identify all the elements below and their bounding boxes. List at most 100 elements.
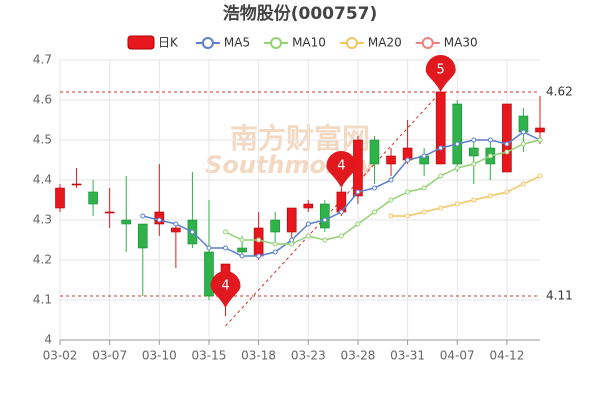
ma-point	[438, 173, 444, 179]
y-tick-label: 4.5	[33, 133, 52, 147]
ma-point	[256, 237, 262, 243]
candle-body	[386, 155, 396, 165]
wave-label: 4	[337, 159, 345, 174]
legend-swatch	[345, 37, 358, 49]
y-tick-label: 4.1	[33, 293, 52, 307]
x-tick-label: 03-18	[241, 349, 276, 363]
ma-point	[371, 185, 377, 191]
ma-point	[388, 197, 394, 203]
x-tick-label: 03-15	[192, 349, 227, 363]
ma-point	[223, 245, 229, 251]
y-tick-label: 4.6	[33, 93, 52, 107]
legend-swatch	[201, 37, 214, 49]
ma-point	[454, 165, 460, 171]
ma-point	[371, 209, 377, 215]
candle-body	[88, 191, 98, 205]
ma-point	[421, 153, 427, 159]
ma-point	[438, 145, 444, 151]
ma-point	[239, 253, 245, 259]
candle-body	[204, 251, 214, 297]
ma-point	[471, 197, 477, 203]
legend-label: MA10	[292, 36, 326, 50]
candle-body	[104, 211, 115, 214]
ma-point	[173, 221, 179, 227]
ma-point	[305, 233, 311, 239]
legend-label: 日K	[158, 36, 179, 50]
ma-point	[405, 213, 411, 219]
ma-point	[355, 189, 361, 195]
wave-label: 4	[221, 279, 229, 294]
y-tick-label: 4.3	[33, 213, 52, 227]
ma-point	[487, 193, 493, 199]
ma-point	[223, 229, 229, 235]
ma-point	[388, 213, 394, 219]
ma-point	[520, 141, 526, 147]
ma-point	[487, 137, 493, 143]
wave-pin	[425, 55, 456, 92]
candle-body	[468, 147, 479, 157]
ma-point	[322, 237, 328, 243]
legend-label: MA5	[224, 36, 250, 50]
candle-body	[55, 187, 65, 209]
ma-point	[471, 161, 477, 167]
wave-pin	[326, 151, 357, 188]
ma-point	[338, 233, 344, 239]
ma-point	[272, 249, 278, 255]
x-tick-label: 03-10	[142, 349, 177, 363]
candle-body	[303, 203, 314, 209]
ma-point	[355, 221, 361, 227]
y-tick-label: 4.7	[33, 53, 52, 67]
ma-point	[421, 185, 427, 191]
ma-point	[487, 153, 493, 159]
x-tick-label: 03-07	[92, 349, 127, 363]
candle-body	[270, 219, 280, 233]
legend-label: MA20	[368, 36, 402, 50]
ma-point	[140, 213, 146, 219]
ma-point	[322, 217, 328, 223]
ma-point	[189, 229, 195, 235]
candle-body	[369, 139, 380, 165]
x-tick-label: 04-12	[489, 349, 524, 363]
ma-point	[256, 253, 262, 259]
ma-point	[289, 241, 295, 247]
ma-point	[156, 217, 162, 223]
legend-label: MA30	[444, 36, 478, 50]
candle-body	[320, 203, 330, 229]
y-tick-label: 4	[44, 333, 52, 347]
candle-body	[237, 247, 247, 253]
ma-point	[454, 141, 460, 147]
candle-body	[137, 223, 148, 249]
wave-label: 5	[437, 63, 445, 78]
ma-point	[388, 177, 394, 183]
ma-point	[405, 157, 411, 163]
ma-point	[537, 137, 543, 143]
legend-swatch	[270, 37, 283, 49]
candle-body	[535, 127, 545, 133]
ma-point	[305, 221, 311, 227]
legend-swatch	[421, 37, 434, 49]
ma-point	[239, 237, 245, 243]
legend-swatch	[127, 35, 155, 50]
candle-body	[452, 103, 463, 165]
x-tick-label: 03-23	[291, 349, 326, 363]
ma-point	[520, 129, 526, 135]
ref-line-label: 4.11	[546, 289, 573, 303]
ma-point	[438, 205, 444, 211]
ma-point	[537, 173, 543, 179]
x-tick-label: 03-31	[390, 349, 425, 363]
ma-point	[504, 149, 510, 155]
ma-point	[520, 181, 526, 187]
ma-line	[225, 139, 541, 245]
x-tick-label: 04-07	[440, 349, 475, 363]
trend-line	[225, 91, 442, 327]
candle-body	[286, 207, 297, 233]
ma-point	[454, 201, 460, 207]
y-tick-label: 4.4	[33, 173, 52, 187]
watermark: 南方财富网	[230, 122, 370, 155]
candle-body	[71, 183, 82, 186]
candle-body	[435, 91, 446, 165]
ma-point	[272, 241, 278, 247]
ma-point	[405, 189, 411, 195]
candle-body	[171, 227, 181, 233]
